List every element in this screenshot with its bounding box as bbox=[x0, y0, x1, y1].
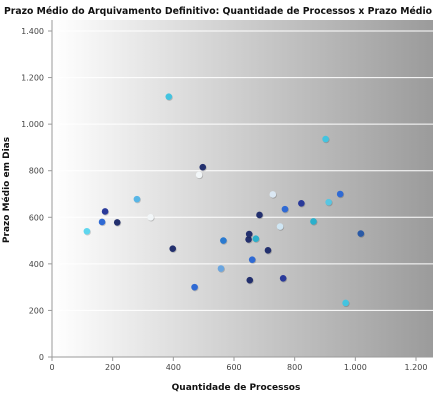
data-point[interactable] bbox=[298, 200, 305, 207]
data-point[interactable] bbox=[98, 218, 106, 226]
data-point[interactable] bbox=[325, 198, 332, 206]
data-point[interactable] bbox=[252, 235, 260, 243]
plot-area bbox=[52, 20, 433, 357]
data-point[interactable] bbox=[245, 230, 253, 238]
y-tick-label: 600 bbox=[29, 213, 44, 222]
data-point[interactable] bbox=[281, 205, 289, 213]
y-tick-label: 0 bbox=[39, 353, 44, 362]
data-point[interactable] bbox=[246, 276, 254, 284]
data-point[interactable] bbox=[165, 93, 173, 100]
axes bbox=[48, 20, 433, 361]
data-point[interactable] bbox=[191, 283, 198, 291]
data-point[interactable] bbox=[199, 163, 207, 171]
data-point[interactable] bbox=[336, 190, 344, 198]
y-tick-label: 1.400 bbox=[21, 27, 44, 36]
data-points bbox=[83, 93, 365, 308]
data-point[interactable] bbox=[269, 191, 277, 198]
y-axis-label: Prazo Médio em Dias bbox=[1, 137, 12, 243]
data-point[interactable] bbox=[195, 171, 203, 179]
data-point[interactable] bbox=[83, 227, 91, 235]
y-tick-label: 1.000 bbox=[21, 120, 44, 129]
x-axis-label: Quantidade de Processos bbox=[172, 383, 301, 393]
x-tick-label: 1.200 bbox=[405, 363, 428, 372]
data-point[interactable] bbox=[279, 274, 287, 282]
data-point[interactable] bbox=[101, 208, 109, 215]
data-point[interactable] bbox=[357, 230, 365, 237]
data-point[interactable] bbox=[342, 299, 349, 307]
data-point[interactable] bbox=[248, 256, 256, 263]
chart-title: Prazo Médio do Arquivamento Definitivo: … bbox=[4, 5, 432, 17]
y-tick-label: 200 bbox=[29, 306, 44, 315]
data-point[interactable] bbox=[276, 223, 284, 230]
data-point[interactable] bbox=[147, 213, 154, 221]
data-point[interactable] bbox=[169, 245, 177, 253]
data-point[interactable] bbox=[217, 265, 225, 272]
x-tick-label: 800 bbox=[287, 363, 302, 372]
x-tick-label: 600 bbox=[226, 363, 241, 372]
data-point[interactable] bbox=[113, 219, 121, 226]
x-tick-label: 200 bbox=[105, 363, 120, 372]
y-tick-label: 1.200 bbox=[21, 74, 44, 83]
data-point[interactable] bbox=[133, 195, 141, 203]
data-point[interactable] bbox=[322, 135, 329, 143]
x-tick-label: 1.000 bbox=[344, 363, 367, 372]
tick-labels: 0 200 400 600 800 1.000 1.200 1.400 0 200 400 600 80… bbox=[21, 27, 427, 372]
data-point[interactable] bbox=[220, 237, 227, 244]
data-point[interactable] bbox=[245, 236, 252, 243]
grid-lines bbox=[52, 30, 433, 311]
data-point[interactable] bbox=[256, 211, 263, 219]
y-tick-label: 400 bbox=[29, 260, 44, 269]
data-point[interactable] bbox=[310, 218, 317, 225]
x-tick-label: 400 bbox=[166, 363, 181, 372]
x-tick-label: 0 bbox=[49, 363, 54, 372]
y-tick-label: 800 bbox=[29, 167, 44, 176]
data-point[interactable] bbox=[264, 247, 272, 254]
